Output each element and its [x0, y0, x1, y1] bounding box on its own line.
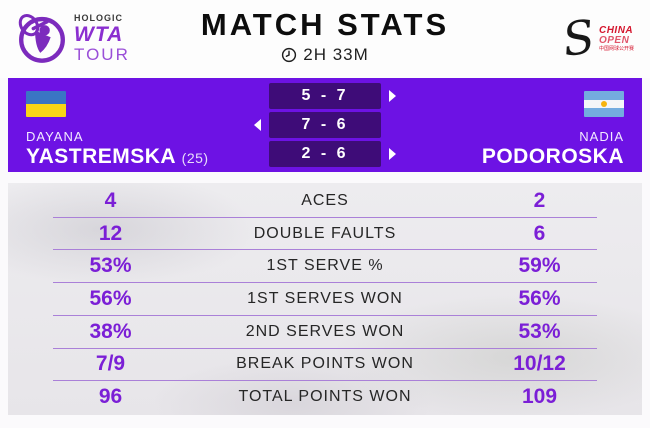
- set-score-row-3: 2 - 6: [254, 141, 396, 167]
- set-scores: 5 - 7 7 - 6 2 - 6: [254, 83, 396, 167]
- stats-panel: 4 ACES 2 12 DOUBLE FAULTS 6 53% 1ST SERV…: [8, 183, 642, 415]
- wta-tour-logo: HOLOGIC WTA TOUR: [16, 13, 130, 65]
- player-right: NADIA PODOROSKA: [412, 78, 642, 172]
- ukraine-flag: [26, 91, 66, 117]
- argentina-flag: [584, 91, 624, 117]
- stat-value-left: 12: [98, 221, 123, 245]
- set2-winner-arrow-left: [254, 119, 261, 131]
- stat-label: TOTAL POINTS WON: [238, 388, 412, 406]
- set1-score: 5 - 7: [301, 87, 349, 104]
- stat-label: DOUBLE FAULTS: [253, 224, 397, 242]
- stat-value-right: 6: [533, 221, 546, 245]
- stat-row-aces: 4 ACES 2: [8, 185, 642, 217]
- wta-label: WTA: [74, 22, 124, 46]
- set-score-row-1: 5 - 7: [254, 83, 396, 109]
- stat-row-double-faults: 12 DOUBLE FAULTS 6: [8, 218, 642, 250]
- set2-score: 7 - 6: [301, 116, 349, 133]
- scoreboard-banner: DAYANA YASTREMSKA (25) 5 - 7 7 - 6: [8, 78, 642, 172]
- stat-value-left: 38%: [89, 319, 132, 343]
- row-divider: [53, 347, 597, 349]
- stat-label: BREAK POINTS WON: [236, 355, 414, 373]
- set3-winner-arrow-right: [389, 148, 396, 160]
- duration-text: 2H 33M: [303, 45, 369, 64]
- set3-score: 2 - 6: [301, 145, 349, 162]
- china-open-text: CHINA OPEN 中国网球公开赛: [598, 24, 634, 52]
- stat-value-left: 7/9: [95, 352, 126, 376]
- set2-score-box: 7 - 6: [269, 112, 381, 138]
- hologic-label: HOLOGIC: [74, 13, 123, 24]
- player-right-first-name: NADIA: [579, 129, 624, 144]
- set1-score-box: 5 - 7: [269, 83, 381, 109]
- clock-icon: [282, 47, 297, 63]
- stat-value-left: 4: [104, 188, 117, 212]
- player-left-first-name: DAYANA: [26, 129, 84, 144]
- player-left-last-name: YASTREMSKA (25): [26, 145, 220, 169]
- wta-brand-text: HOLOGIC WTA TOUR: [74, 13, 130, 64]
- stat-value-right: 53%: [518, 319, 561, 343]
- row-divider: [53, 282, 597, 284]
- stat-label: ACES: [301, 191, 349, 209]
- set-score-row-2: 7 - 6: [254, 112, 396, 138]
- header: HOLOGIC WTA TOUR MATCH STATS 2H 33M S CH…: [0, 0, 650, 78]
- stat-value-right: 10/12: [513, 352, 566, 376]
- stat-row-total-points-won: 96 TOTAL POINTS WON 109: [8, 381, 642, 413]
- row-divider: [53, 380, 597, 382]
- stat-value-left: 53%: [89, 254, 132, 278]
- set3-score-box: 2 - 6: [269, 141, 381, 167]
- ukraine-flag-blue-stripe: [26, 91, 66, 104]
- stat-value-right: 59%: [518, 254, 561, 278]
- stat-label: 1ST SERVES WON: [247, 290, 403, 308]
- argentina-flag-middle-stripe: [584, 100, 624, 108]
- argentina-flag-bottom-stripe: [584, 108, 624, 117]
- china-open-subtitle: 中国网球公开赛: [598, 45, 634, 52]
- stat-label: 2ND SERVES WON: [245, 322, 405, 340]
- row-divider: [53, 216, 597, 218]
- china-open-logo: S CHINA OPEN 中国网球公开赛: [559, 9, 634, 68]
- row-divider: [53, 249, 597, 251]
- stat-label: 1ST SERVE %: [266, 257, 384, 275]
- set1-winner-arrow-right: [389, 90, 396, 102]
- player-left-seed: (25): [181, 150, 209, 166]
- ukraine-flag-yellow-stripe: [26, 104, 66, 117]
- tour-label: TOUR: [74, 44, 130, 64]
- player-left-surname: YASTREMSKA: [26, 145, 176, 168]
- stat-value-right: 56%: [518, 287, 561, 311]
- stat-row-first-serve-pct: 53% 1ST SERVE % 59%: [8, 250, 642, 282]
- stat-value-left: 96: [98, 385, 123, 409]
- stat-value-right: 2: [533, 188, 546, 212]
- stat-value-right: 109: [521, 385, 558, 409]
- stat-row-first-serves-won: 56% 1ST SERVES WON 56%: [8, 283, 642, 315]
- wta-player-icon: [18, 13, 65, 63]
- player-right-last-name: PODOROSKA: [481, 145, 624, 168]
- china-open-s-glyph: S: [559, 9, 599, 68]
- stat-row-break-points-won: 7/9 BREAK POINTS WON 10/12: [8, 349, 642, 381]
- china-open-line1: CHINA: [598, 24, 634, 36]
- player-left: DAYANA YASTREMSKA (25): [8, 78, 238, 172]
- argentina-flag-sun: [601, 101, 607, 107]
- row-divider: [53, 314, 597, 316]
- china-open-line2: OPEN: [598, 34, 630, 46]
- stat-value-left: 56%: [89, 287, 132, 311]
- argentina-flag-top-stripe: [584, 91, 624, 100]
- stat-row-second-serves-won: 38% 2ND SERVES WON 53%: [8, 316, 642, 348]
